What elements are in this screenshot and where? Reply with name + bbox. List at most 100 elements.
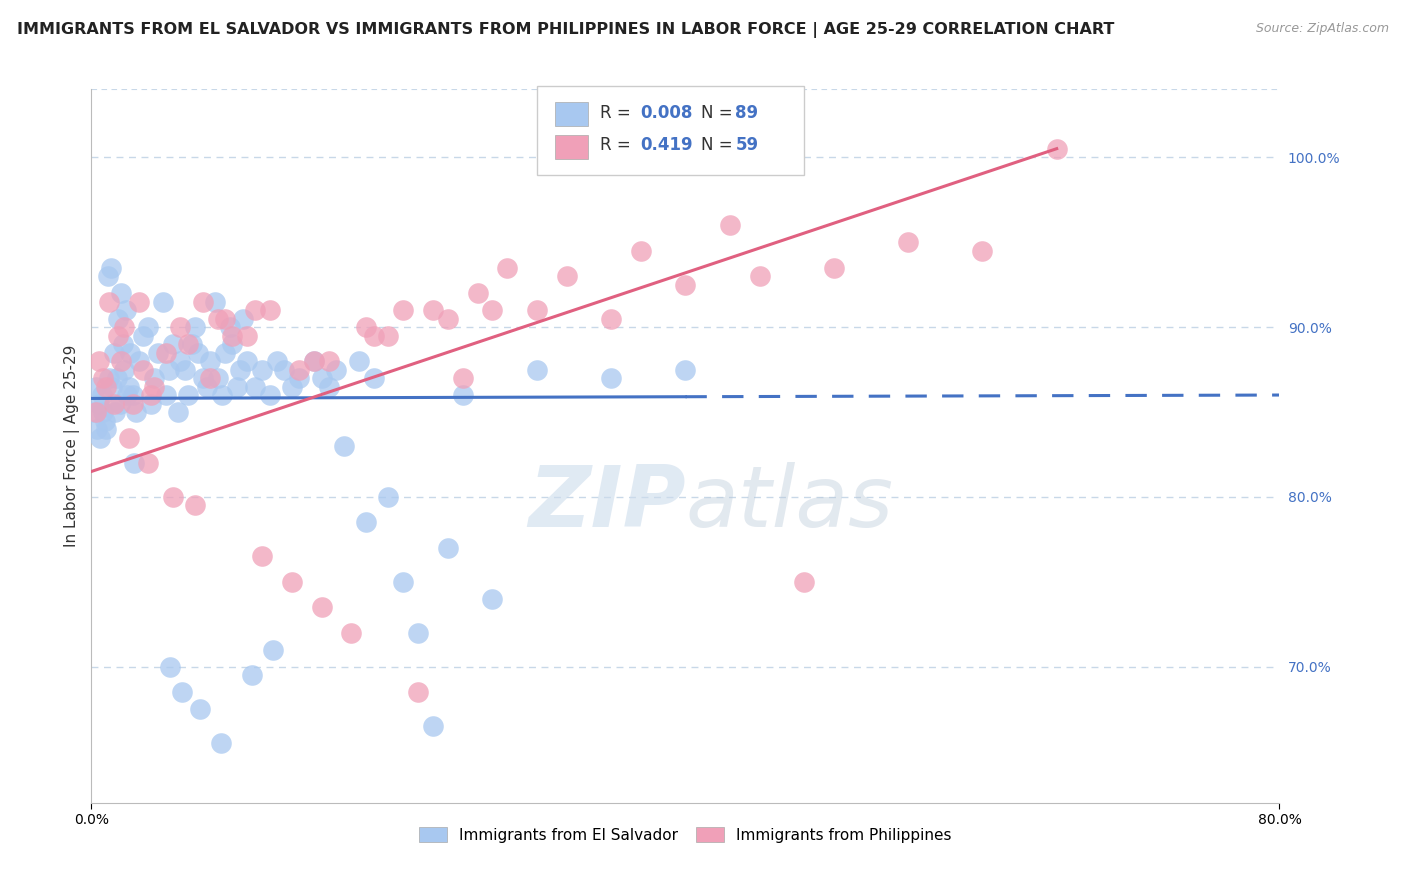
Point	[125, 405, 148, 419]
Point	[273, 362, 295, 376]
Text: atlas: atlas	[685, 461, 893, 545]
Point	[112, 362, 135, 376]
Point	[240, 668, 263, 682]
Y-axis label: In Labor Force | Age 25-29: In Labor Force | Age 25-29	[65, 345, 80, 547]
FancyBboxPatch shape	[555, 135, 588, 159]
Point	[162, 490, 184, 504]
Point	[451, 371, 474, 385]
Point	[325, 362, 347, 376]
Text: 89: 89	[735, 103, 758, 121]
Point	[191, 371, 214, 385]
Point	[84, 379, 107, 393]
Point	[250, 549, 273, 564]
Point	[236, 328, 259, 343]
Point	[184, 320, 207, 334]
Point	[157, 362, 180, 376]
Text: R =: R =	[600, 103, 636, 121]
Point	[526, 362, 548, 376]
Point	[354, 320, 377, 334]
Point	[451, 388, 474, 402]
Point	[218, 320, 240, 334]
Point	[103, 345, 125, 359]
Point	[363, 328, 385, 343]
FancyBboxPatch shape	[555, 102, 588, 127]
Point	[187, 345, 209, 359]
Point	[221, 328, 243, 343]
Point	[111, 337, 134, 351]
Point	[162, 337, 184, 351]
Point	[174, 362, 197, 376]
Point	[118, 345, 141, 359]
Point	[84, 405, 107, 419]
Point	[526, 303, 548, 318]
Point	[207, 311, 229, 326]
Point	[467, 286, 489, 301]
Point	[191, 294, 214, 309]
Point	[214, 311, 236, 326]
Point	[177, 388, 200, 402]
Point	[98, 294, 121, 309]
Point	[481, 303, 503, 318]
Point	[188, 702, 211, 716]
Text: 59: 59	[735, 136, 758, 153]
Point	[97, 269, 120, 284]
Point	[200, 354, 222, 368]
Point	[422, 303, 444, 318]
Point	[200, 371, 222, 385]
Point	[105, 371, 128, 385]
Point	[392, 303, 415, 318]
Point	[98, 371, 121, 385]
Text: N =: N =	[700, 103, 738, 121]
Point	[132, 362, 155, 376]
Point	[211, 388, 233, 402]
Point	[114, 303, 136, 318]
Point	[436, 541, 458, 555]
Point	[311, 371, 333, 385]
Text: N =: N =	[700, 136, 738, 153]
Point	[718, 218, 741, 232]
Point	[288, 362, 311, 376]
Point	[496, 260, 519, 275]
Point	[155, 388, 177, 402]
Point	[281, 574, 304, 589]
Point	[139, 396, 162, 410]
Point	[110, 354, 132, 368]
Point	[107, 311, 129, 326]
Point	[132, 328, 155, 343]
Point	[232, 311, 254, 326]
Point	[600, 371, 623, 385]
Point	[243, 303, 266, 318]
Point	[104, 405, 127, 419]
Point	[793, 574, 815, 589]
Point	[972, 244, 994, 258]
Point	[128, 294, 150, 309]
Point	[170, 685, 193, 699]
Point	[318, 379, 340, 393]
Point	[91, 405, 114, 419]
Point	[281, 379, 304, 393]
Point	[128, 354, 150, 368]
Point	[302, 354, 325, 368]
Point	[166, 405, 188, 419]
Point	[108, 396, 131, 410]
Point	[103, 396, 125, 410]
Point	[100, 260, 122, 275]
Point	[226, 379, 249, 393]
Point	[377, 490, 399, 504]
Point	[112, 320, 135, 334]
Point	[229, 362, 252, 376]
Point	[318, 354, 340, 368]
Point	[204, 294, 226, 309]
Point	[87, 396, 110, 410]
Text: IMMIGRANTS FROM EL SALVADOR VS IMMIGRANTS FROM PHILIPPINES IN LABOR FORCE | AGE : IMMIGRANTS FROM EL SALVADOR VS IMMIGRANT…	[17, 22, 1114, 38]
Point	[288, 371, 311, 385]
Point	[124, 456, 146, 470]
Point	[347, 354, 370, 368]
Point	[392, 574, 415, 589]
Point	[177, 337, 200, 351]
Point	[89, 430, 111, 444]
Point	[600, 311, 623, 326]
Point	[266, 354, 288, 368]
Text: 0.419: 0.419	[640, 136, 693, 153]
Point	[673, 277, 696, 292]
